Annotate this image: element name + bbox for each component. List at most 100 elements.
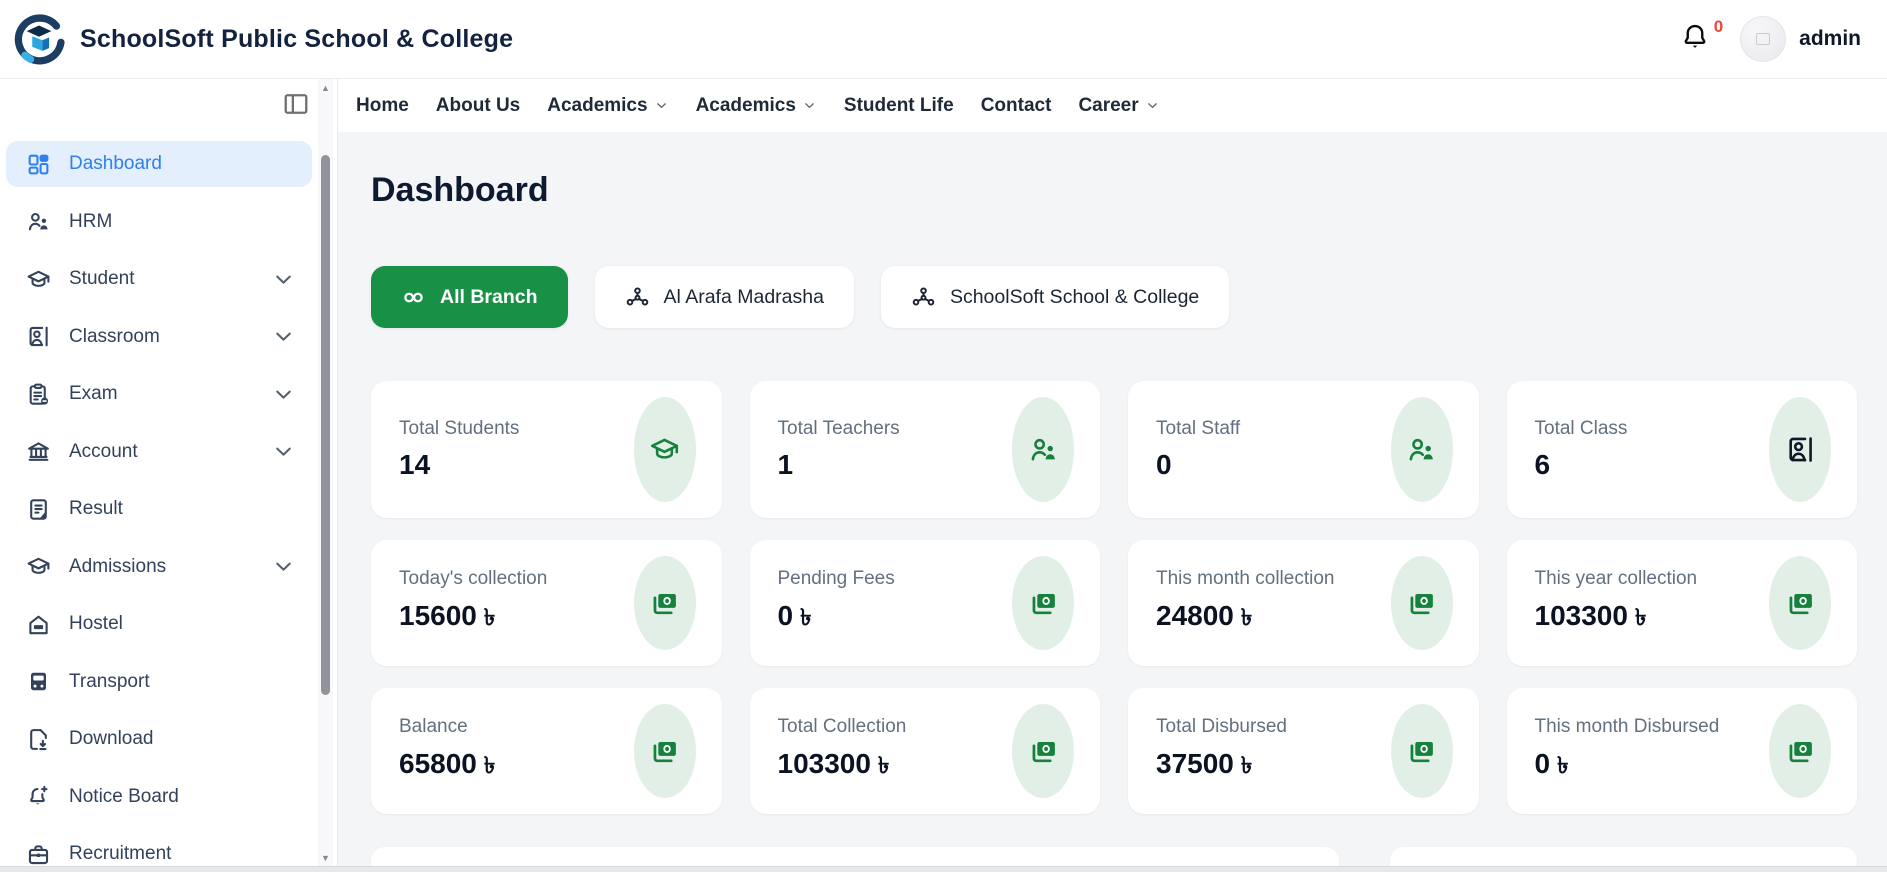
stat-card-label: This year collection bbox=[1534, 568, 1698, 589]
sidebar-item-admissions[interactable]: Admissions bbox=[6, 544, 312, 590]
banknote-icon bbox=[649, 588, 680, 619]
sidebar-scrollbar[interactable]: ▲ ▼ bbox=[318, 79, 333, 867]
sidebar-item-label: Student bbox=[69, 268, 135, 289]
sidebar-item-result[interactable]: Result bbox=[6, 486, 312, 532]
graduation-cap-icon bbox=[649, 434, 680, 465]
stat-card-total-students: Total Students 14 bbox=[371, 381, 722, 518]
app-title: SchoolSoft Public School & College bbox=[80, 24, 514, 53]
branch-button-schoolsoft-school-college[interactable]: SchoolSoft School & College bbox=[880, 266, 1230, 328]
sidebar-item-notice-board[interactable]: Notice Board bbox=[6, 774, 312, 820]
user-menu[interactable]: admin bbox=[1740, 16, 1861, 62]
stat-card-total-class: Total Class 6 bbox=[1506, 381, 1857, 518]
graduation-cap-icon bbox=[26, 554, 51, 579]
sidebar-item-recruitment[interactable]: Recruitment bbox=[6, 831, 312, 872]
school-logo-icon[interactable] bbox=[12, 12, 66, 66]
person-icon bbox=[1028, 434, 1059, 465]
sidebar-item-download[interactable]: Download bbox=[6, 716, 312, 762]
nav-item-contact[interactable]: Contact bbox=[981, 95, 1052, 117]
sidebar-item-label: Account bbox=[69, 440, 138, 462]
scroll-up-arrow[interactable]: ▲ bbox=[321, 83, 330, 93]
chevron-down-icon bbox=[802, 98, 817, 113]
stat-card-value: 14 bbox=[399, 449, 431, 480]
nav-item-home[interactable]: Home bbox=[356, 95, 409, 117]
notifications-button[interactable]: 0 bbox=[1680, 17, 1723, 56]
chevron-down-icon bbox=[1145, 98, 1160, 113]
banknote-icon bbox=[649, 736, 680, 767]
branch-button-label: Al Arafa Madrasha bbox=[663, 285, 824, 308]
nav-item-label: Career bbox=[1078, 94, 1139, 116]
sidebar-item-transport[interactable]: Transport bbox=[6, 659, 312, 705]
stat-card-icon-bubble bbox=[1769, 397, 1831, 502]
sidebar-item-hrm[interactable]: HRM bbox=[6, 199, 312, 245]
dashboard-grid-icon bbox=[26, 152, 51, 177]
clipboard-icon bbox=[26, 382, 51, 407]
nav-item-label: Contact bbox=[980, 94, 1052, 116]
stat-card-value: 6 bbox=[1534, 449, 1551, 480]
briefcase-icon bbox=[26, 842, 51, 867]
branch-button-label: SchoolSoft School & College bbox=[949, 285, 1200, 308]
stat-card-label: Total Staff bbox=[1156, 418, 1241, 439]
top-nav: Home About Us Academics Academics Student Li… bbox=[338, 79, 1887, 132]
branch-button-all-branch[interactable]: All Branch bbox=[371, 266, 568, 328]
stat-card-label: Total Class bbox=[1534, 418, 1628, 439]
bank-icon bbox=[26, 439, 51, 464]
nav-item-label: Academics bbox=[547, 94, 648, 116]
stat-card-icon-bubble bbox=[633, 397, 696, 502]
stat-card-label: Total Teachers bbox=[777, 418, 900, 439]
sidebar-item-dashboard[interactable]: Dashboard bbox=[6, 141, 312, 187]
stat-card-this-month-disbursed: This month Disbursed 0 ৳ bbox=[1506, 688, 1857, 814]
stat-card-label: Pending Fees bbox=[777, 568, 895, 589]
stat-card-label: Today's collection bbox=[399, 568, 548, 589]
stat-card-icon-bubble bbox=[1012, 556, 1074, 650]
stat-card-value: 0 bbox=[1156, 449, 1172, 480]
chevron-down-icon bbox=[271, 554, 296, 579]
sidebar-item-label: HRM bbox=[69, 210, 113, 232]
sidebar-item-label: Admissions bbox=[69, 555, 167, 577]
nav-item-academics[interactable]: Academics bbox=[547, 95, 668, 117]
sidebar: Dashboard HRM Student Classroom Exam Account R… bbox=[0, 79, 318, 867]
sidebar-item-label: Notice Board bbox=[69, 785, 179, 807]
notification-count-badge: 0 bbox=[1713, 17, 1724, 36]
currency-symbol: ৳ bbox=[483, 604, 496, 630]
branch-button-al-arafa-madrasha[interactable]: Al Arafa Madrasha bbox=[594, 266, 854, 328]
stat-card-value: 15600 ৳ bbox=[399, 600, 496, 631]
stat-card-label: Balance bbox=[399, 716, 468, 737]
branch-filter-row: All Branch Al Arafa Madrasha SchoolSoft Sc… bbox=[371, 266, 1857, 328]
sidebar-item-account[interactable]: Account bbox=[6, 429, 312, 475]
stat-card-label: Total Collection bbox=[777, 716, 907, 737]
sidebar-item-label: Classroom bbox=[69, 325, 160, 347]
hostel-icon bbox=[26, 612, 51, 637]
user-name: admin bbox=[1799, 27, 1861, 50]
banknote-icon bbox=[1785, 736, 1816, 767]
stat-card-icon-bubble bbox=[633, 704, 696, 798]
stat-card-total-collection: Total Collection 103300 ৳ bbox=[749, 688, 1100, 814]
banknote-icon bbox=[1406, 736, 1437, 767]
horizontal-scrollbar[interactable] bbox=[0, 866, 1887, 872]
stat-card-value: 0 ৳ bbox=[1534, 748, 1569, 779]
chevron-down-icon bbox=[271, 324, 296, 349]
sidebar-item-label: Hostel bbox=[69, 613, 123, 634]
nav-item-academics[interactable]: Academics bbox=[696, 95, 817, 117]
sidebar-item-label: Download bbox=[69, 728, 154, 749]
scrollbar-thumb[interactable] bbox=[321, 155, 330, 695]
nav-item-about-us[interactable]: About Us bbox=[436, 95, 520, 117]
sidebar-item-exam[interactable]: Exam bbox=[6, 371, 312, 417]
stat-card-value: 1 bbox=[777, 449, 794, 480]
nav-item-career[interactable]: Career bbox=[1078, 95, 1159, 117]
scroll-down-arrow[interactable]: ▼ bbox=[321, 853, 330, 863]
stat-card-today-s-collection: Today's collection 15600 ৳ bbox=[371, 540, 722, 666]
sidebar-item-student[interactable]: Student bbox=[6, 256, 312, 302]
nav-item-student-life[interactable]: Student Life bbox=[844, 95, 954, 117]
branch-network-icon bbox=[911, 285, 936, 310]
bottom-panel bbox=[1390, 847, 1857, 867]
sidebar-item-hostel[interactable]: Hostel bbox=[6, 601, 312, 647]
sidebar-item-classroom[interactable]: Classroom bbox=[6, 314, 312, 360]
banknote-icon bbox=[1406, 588, 1437, 619]
stat-card-label: This month Disbursed bbox=[1534, 716, 1720, 737]
chevron-down-icon bbox=[271, 439, 296, 464]
stat-card-label: This month collection bbox=[1156, 568, 1335, 589]
bottom-panels bbox=[371, 847, 1857, 867]
sidebar-collapse-icon[interactable] bbox=[282, 90, 312, 120]
stat-card-icon-bubble bbox=[1390, 704, 1453, 798]
